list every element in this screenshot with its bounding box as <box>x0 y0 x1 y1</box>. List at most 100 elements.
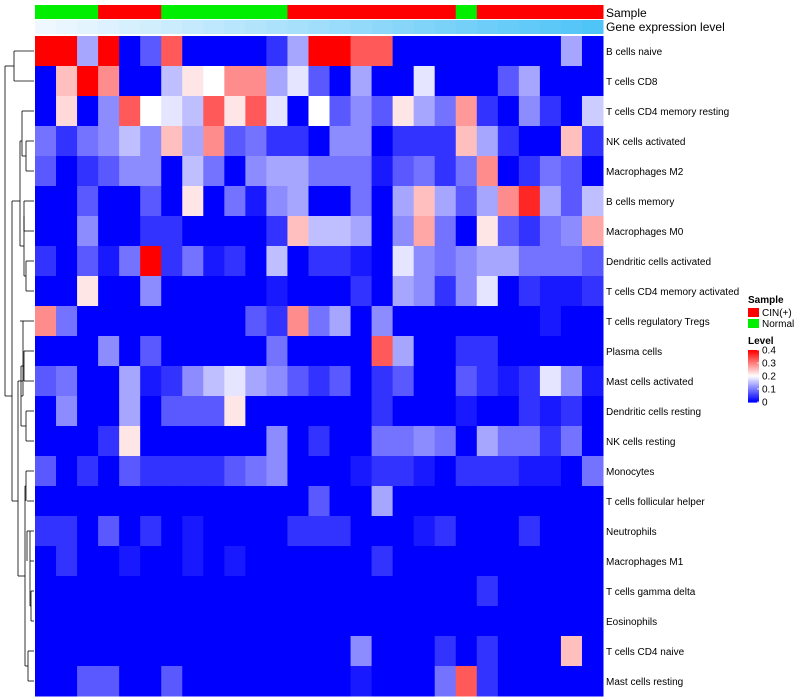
sample-annotation-cell <box>203 5 225 19</box>
heatmap-cell <box>119 636 141 667</box>
heatmap-cell <box>371 186 394 217</box>
sample-annotation-cell <box>350 5 373 19</box>
colorbar-tick-label: 0.4 <box>762 346 776 357</box>
heatmap-cell <box>539 306 562 337</box>
sample-annotation-cell <box>161 5 183 19</box>
heatmap-cell <box>434 606 457 637</box>
heatmap-cell <box>308 96 331 127</box>
heatmap-cell <box>518 486 541 517</box>
heatmap-cell <box>266 306 288 337</box>
heatmap-cell <box>203 546 225 577</box>
row-label: Macrophages M0 <box>606 227 684 238</box>
heatmap-cell <box>413 516 436 547</box>
legend: Sample CIN(+) Normal Level 0.4 0.3 0.2 0.1 0 <box>748 295 794 409</box>
heatmap-cell <box>308 276 331 307</box>
sample-annotation-cell <box>413 5 436 19</box>
sample-annotation-cell <box>287 5 309 19</box>
heatmap-cell <box>413 576 436 607</box>
heatmap-cell <box>56 156 78 187</box>
heatmap-cell <box>476 426 499 457</box>
colorbar-segment <box>748 364 759 367</box>
row-label: Macrophages M2 <box>606 167 684 178</box>
colorbar-segment <box>748 363 759 365</box>
heatmap-cell <box>245 666 267 697</box>
heatmap-cell <box>434 36 457 67</box>
heatmap-cell <box>77 126 99 157</box>
heatmap-cell <box>119 216 141 247</box>
heatmap-cell <box>140 516 162 547</box>
heatmap-cell <box>581 306 604 337</box>
row-label: T cells CD8 <box>606 77 658 88</box>
heatmap-cell <box>98 666 120 697</box>
heatmap-cell <box>539 546 562 577</box>
heatmap-cell <box>518 666 541 697</box>
heatmap-cell <box>35 576 57 607</box>
heatmap-cell <box>581 336 604 367</box>
heatmap-cell <box>224 666 246 697</box>
heatmap-cell <box>413 486 436 517</box>
heatmap-cell <box>224 66 246 97</box>
heatmap-cell <box>140 96 162 127</box>
colorbar-segment <box>748 353 759 356</box>
heatmap-cell <box>392 216 415 247</box>
heatmap-cell <box>266 276 288 307</box>
heatmap-cell <box>392 486 415 517</box>
heatmap-cell <box>287 606 309 637</box>
heatmap-cell <box>182 306 204 337</box>
heatmap-cell <box>497 486 520 517</box>
heatmap-cell <box>497 96 520 127</box>
colorbar-segment <box>748 352 759 355</box>
heatmap-cell <box>371 126 394 157</box>
heatmap-cell <box>161 126 183 157</box>
sample-annotation-cell <box>560 5 583 19</box>
row-dendrogram <box>4 50 34 682</box>
heatmap-cell <box>308 456 331 487</box>
heatmap-cell <box>119 366 141 397</box>
heatmap-cell <box>182 246 204 277</box>
heatmap-cell <box>119 156 141 187</box>
heatmap-cell <box>287 96 309 127</box>
heatmap-cell <box>98 516 120 547</box>
heatmap-cell <box>434 666 457 697</box>
heatmap-cell <box>266 486 288 517</box>
heatmap-cell <box>476 486 499 517</box>
heatmap-cell <box>161 576 183 607</box>
expression-annotation-cell <box>455 20 478 34</box>
heatmap-cell <box>287 486 309 517</box>
heatmap-cell <box>581 606 604 637</box>
heatmap-cell <box>77 456 99 487</box>
heatmap-cell <box>518 426 541 457</box>
heatmap-cell <box>56 306 78 337</box>
expression-annotation-cell <box>308 20 331 34</box>
expression-annotation-cell <box>182 20 204 34</box>
legend-swatch-normal <box>748 319 759 328</box>
heatmap-cell <box>518 606 541 637</box>
heatmap-cell <box>518 336 541 367</box>
heatmap-cell <box>224 36 246 67</box>
heatmap-cell <box>455 276 478 307</box>
heatmap-cell <box>455 66 478 97</box>
heatmap-cell <box>182 66 204 97</box>
heatmap-cell <box>413 276 436 307</box>
heatmap-cell <box>266 576 288 607</box>
heatmap-cell <box>161 516 183 547</box>
heatmap-cell <box>434 276 457 307</box>
heatmap-cell <box>455 666 478 697</box>
heatmap-cell <box>98 246 120 277</box>
heatmap-cell <box>392 186 415 217</box>
heatmap-cell <box>203 636 225 667</box>
heatmap-cell <box>77 636 99 667</box>
heatmap-cell <box>266 546 288 577</box>
sample-annotation-cell <box>434 5 457 19</box>
expression-annotation-cell <box>35 20 57 34</box>
heatmap-cell <box>350 426 373 457</box>
heatmap-cell <box>581 186 604 217</box>
heatmap-cell <box>392 156 415 187</box>
heatmap-cell <box>119 606 141 637</box>
heatmap-cell <box>224 276 246 307</box>
heatmap-cell <box>371 336 394 367</box>
heatmap-cell <box>77 516 99 547</box>
heatmap-cell <box>56 96 78 127</box>
heatmap-cell <box>287 276 309 307</box>
